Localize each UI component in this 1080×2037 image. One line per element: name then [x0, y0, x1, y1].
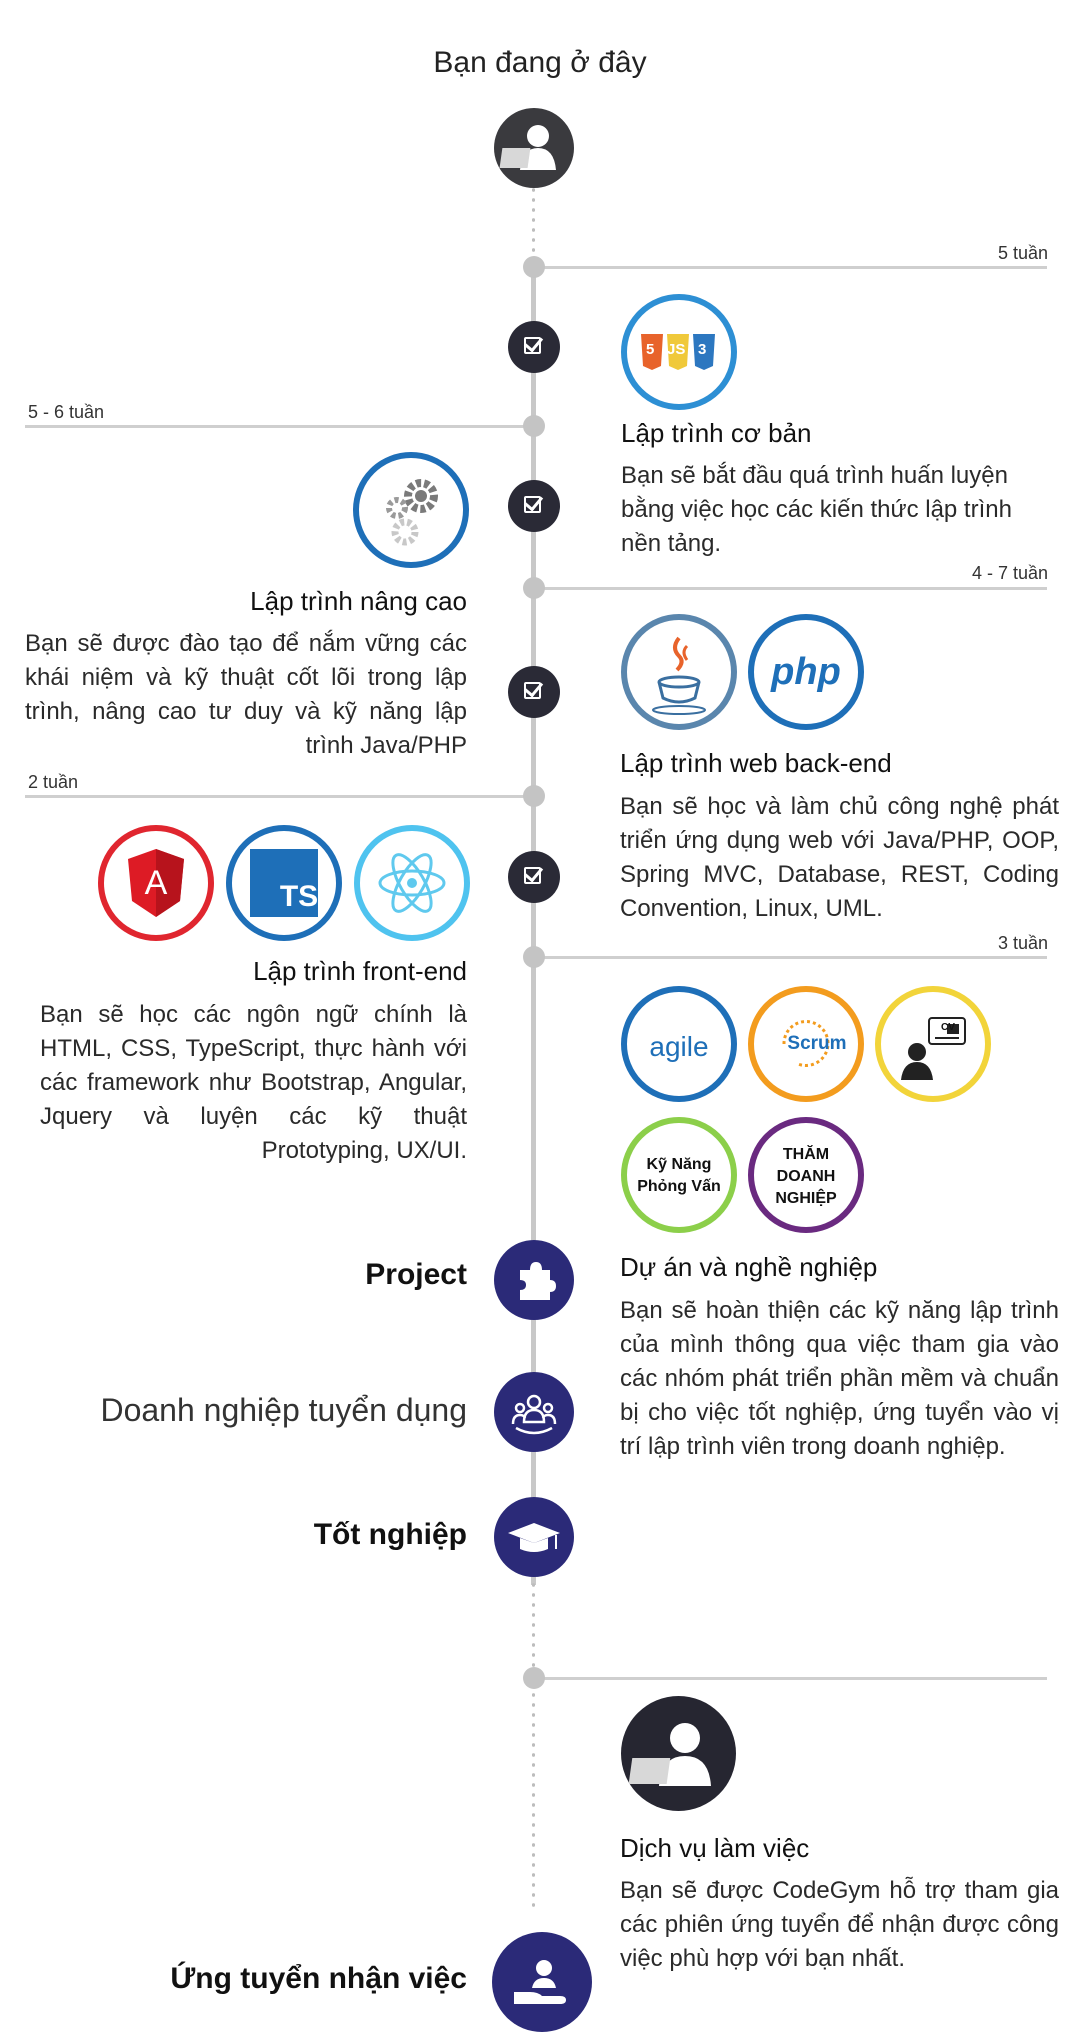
interview-skills-icon: Kỹ Năng Phỏng Vấn — [621, 1117, 737, 1233]
scrum-icon: Scrum — [748, 986, 864, 1102]
react-icon — [354, 825, 470, 941]
milestone-recruit: Doanh nghiệp tuyển dụng — [100, 1392, 467, 1428]
stage-title-advanced: Lập trình nâng cao — [250, 586, 467, 616]
cv-icon: CV — [875, 986, 991, 1102]
timeline-line — [531, 265, 536, 1585]
timeline-node — [523, 577, 545, 599]
graduation-cap-icon — [494, 1497, 574, 1577]
weeks-advanced: 5 - 6 tuần — [28, 402, 105, 422]
angular-icon: A — [98, 825, 214, 941]
you-are-here-label: Bạn đang ở đây — [433, 46, 647, 79]
stage-desc-advanced: Bạn sẽ được đào tạo để nắm vững các khái… — [25, 630, 467, 759]
visit-line-1: THĂM — [782, 1146, 830, 1163]
checkbox-icon — [508, 480, 560, 532]
stage-desc-service: Bạn sẽ được CodeGym hỗ trợ tham gia các … — [620, 1877, 1059, 1972]
milestone-apply: Ứng tuyển nhận việc — [170, 1962, 467, 1995]
scrum-logo-text: Scrum — [787, 1033, 847, 1054]
checkbox-icon — [508, 321, 560, 373]
timeline-dotted-bottom — [532, 1580, 535, 1910]
job-service-icon — [621, 1696, 736, 1811]
visit-line-3: NGHIỆP — [775, 1190, 837, 1207]
html5-logo-text: 5 — [646, 341, 655, 358]
timeline-node — [523, 256, 545, 278]
typescript-icon: TS — [226, 825, 342, 941]
weeks-backend: 4 - 7 tuần — [971, 563, 1048, 583]
team-icon — [494, 1372, 574, 1452]
agile-icon: agile — [621, 986, 737, 1102]
timeline-node — [523, 415, 545, 437]
checkbox-icon — [508, 666, 560, 718]
weeks-project: 3 tuần — [997, 933, 1048, 953]
weeks-basic: 5 tuần — [997, 243, 1048, 263]
agile-logo-text: agile — [649, 1031, 709, 1062]
stage-title-career: Dự án và nghề nghiệp — [620, 1252, 878, 1282]
week-line-advanced — [25, 425, 535, 428]
weeks-frontend: 2 tuần — [28, 772, 79, 792]
week-line-project — [534, 956, 1047, 959]
cv-logo-text: CV — [941, 1022, 955, 1033]
php-icon: php — [748, 614, 864, 730]
java-icon — [621, 614, 737, 730]
stage-desc-basic: Bạn sẽ bắt đầu quá trình huấn luyện bằng… — [621, 462, 1012, 557]
stage-desc-backend: Bạn sẽ học và làm chủ công nghệ phát tri… — [620, 793, 1059, 922]
timeline-node — [523, 1667, 545, 1689]
stage-title-basic: Lập trình cơ bản — [621, 418, 812, 448]
visit-line-2: DOANH — [776, 1168, 836, 1185]
timeline-node — [523, 785, 545, 807]
stage-desc-career: Bạn sẽ hoàn thiện các kỹ năng lập trình … — [620, 1297, 1059, 1460]
css3-logo-text: 3 — [698, 341, 707, 358]
html-css-js-icon: 5 JS 3 — [621, 294, 737, 410]
gears-icon — [353, 452, 469, 568]
company-visit-icon: THĂM DOANH NGHIỆP — [748, 1117, 864, 1233]
js-logo-text: JS — [667, 341, 686, 358]
interview-line-1: Kỹ Năng — [646, 1156, 712, 1173]
week-line-backend — [534, 587, 1047, 590]
interview-line-2: Phỏng Vấn — [637, 1178, 721, 1195]
hand-offer-icon — [492, 1932, 592, 2032]
stage-desc-frontend: Bạn sẽ học các ngôn ngữ chính là HTML, C… — [40, 1001, 467, 1164]
checkbox-icon — [508, 851, 560, 903]
milestone-project: Project — [365, 1258, 467, 1291]
timeline-node — [523, 946, 545, 968]
php-logo-text: php — [771, 651, 841, 693]
stage-title-frontend: Lập trình front-end — [253, 956, 467, 986]
milestone-graduate: Tốt nghiệp — [313, 1518, 467, 1551]
week-line-service — [534, 1677, 1047, 1680]
puzzle-icon — [494, 1240, 574, 1320]
typescript-logo-text: TS — [279, 880, 319, 913]
week-line-frontend — [25, 795, 535, 798]
angular-logo-text: A — [144, 864, 168, 902]
timeline-dotted-top — [532, 185, 535, 265]
user-avatar-icon — [494, 108, 574, 188]
week-line-basic — [534, 266, 1047, 269]
stage-title-service: Dịch vụ làm việc — [620, 1833, 810, 1863]
stage-title-backend: Lập trình web back-end — [620, 748, 892, 778]
